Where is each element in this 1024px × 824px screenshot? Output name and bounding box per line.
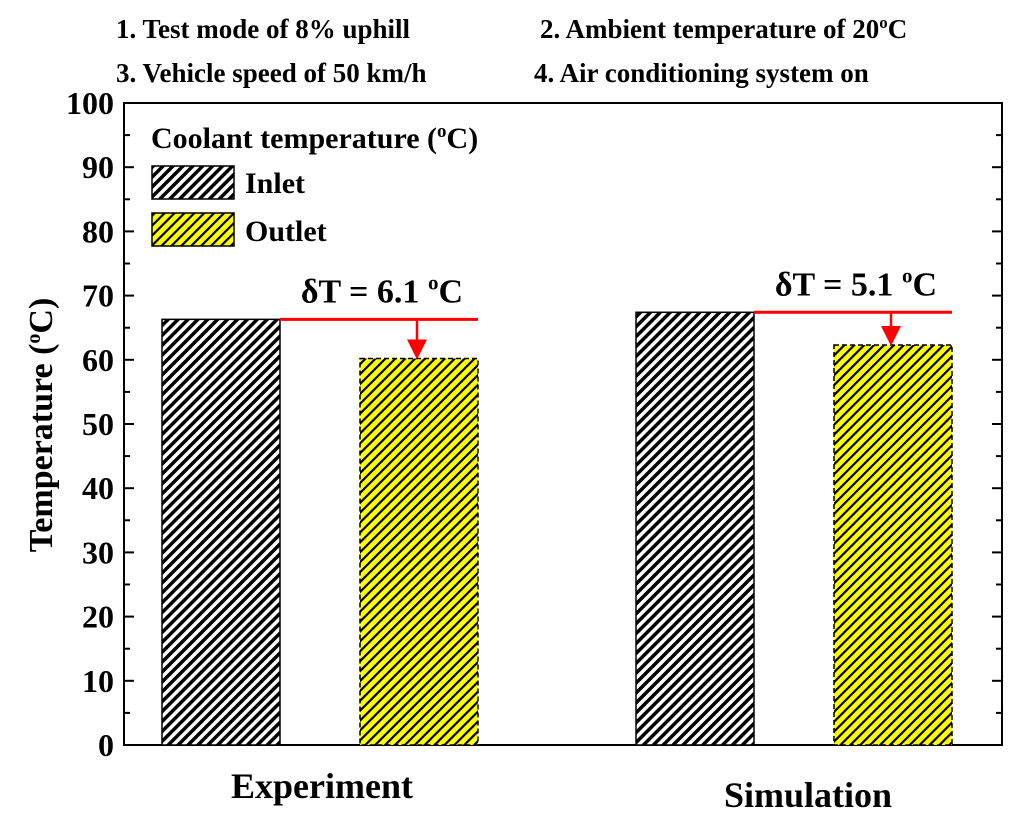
condition-3: 3. Vehicle speed of 50 km/h (116, 58, 427, 88)
annotations: δT = 6.1 oC δT = 5.1 oC (280, 263, 952, 360)
y-tick-label: 70 (82, 278, 114, 314)
bar-outlet-simulation (833, 344, 953, 746)
delta-label-experiment: δT = 6.1 oC (301, 270, 463, 310)
legend-label-inlet: Inlet (245, 167, 305, 200)
x-axis: Experiment Simulation (231, 766, 892, 815)
y-tick-label: 80 (82, 213, 114, 249)
legend-title: Coolant temperature (oC) (151, 121, 478, 155)
y-tick-label: 20 (82, 599, 114, 635)
legend-label-outlet: Outlet (245, 215, 327, 248)
condition-1: 1. Test mode of 8% uphill (116, 14, 411, 44)
x-category-label-simulation: Simulation (724, 775, 892, 815)
legend-swatch-inlet (151, 165, 235, 200)
conditions: 1. Test mode of 8% uphill 2. Ambient tem… (116, 13, 907, 88)
y-tick-label: 100 (66, 85, 114, 121)
bars (161, 311, 953, 746)
y-tick-label: 40 (82, 470, 114, 506)
y-axis-label: Temperature (oC) (23, 298, 60, 553)
bar-inlet-experiment (161, 318, 281, 746)
bar-inlet-simulation (635, 311, 755, 746)
condition-2: 2. Ambient temperature of 20oC (540, 13, 907, 44)
legend-swatch-outlet (151, 212, 235, 247)
y-tick-label: 60 (82, 342, 114, 378)
legend: Coolant temperature (oC) Inlet Outlet (151, 121, 478, 248)
y-tick-label: 30 (82, 534, 114, 570)
bar-outlet-experiment (359, 357, 479, 746)
y-axis: 0 10 20 30 40 50 60 70 80 90 100 (66, 85, 1002, 763)
condition-4: 4. Air conditioning system on (534, 58, 869, 88)
y-tick-label: 50 (82, 406, 114, 442)
y-tick-label: 90 (82, 149, 114, 185)
delta-label-simulation: δT = 5.1 oC (775, 263, 937, 303)
y-tick-label: 10 (82, 663, 114, 699)
x-category-label-experiment: Experiment (231, 766, 413, 806)
y-tick-label: 0 (98, 727, 114, 763)
